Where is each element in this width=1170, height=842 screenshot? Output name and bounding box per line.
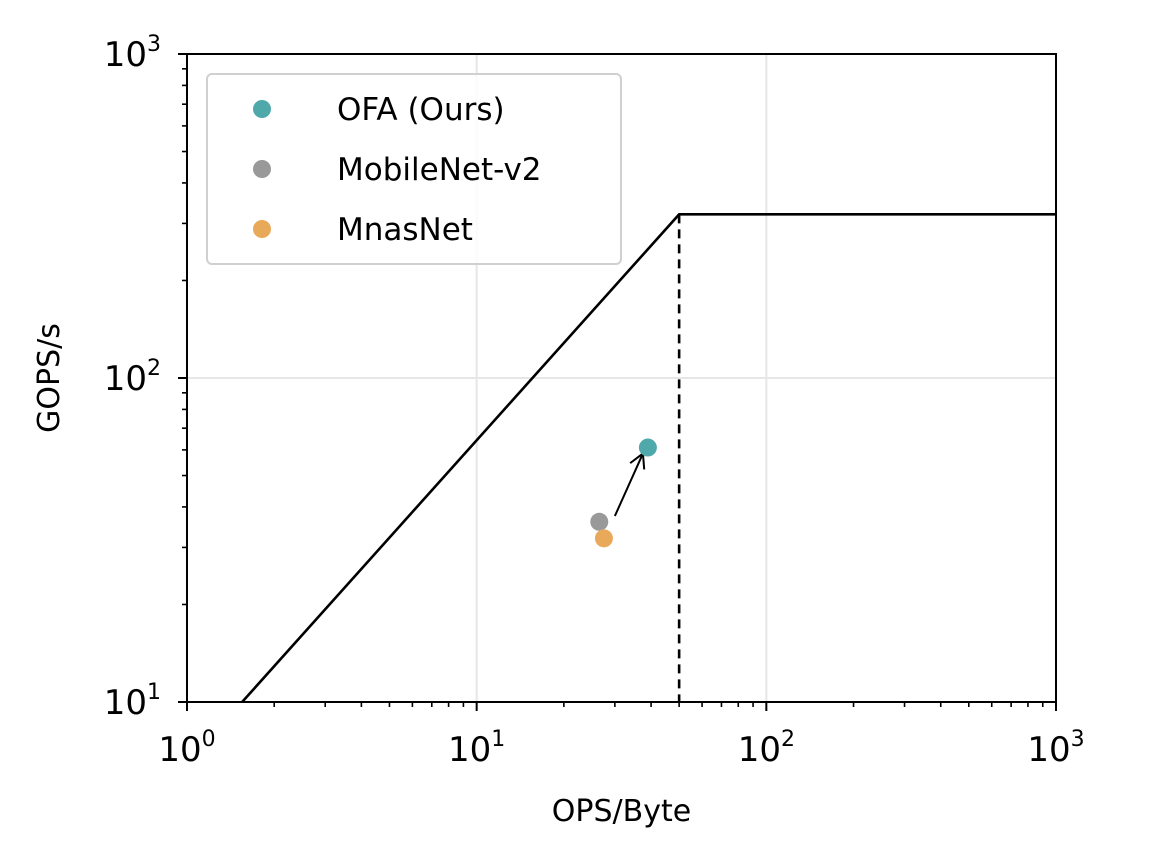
data-point xyxy=(590,512,609,531)
legend-box xyxy=(206,73,622,265)
y-tick-label: 103 xyxy=(104,32,161,75)
improvement-arrow xyxy=(613,453,644,517)
x-tick-label: 101 xyxy=(448,727,505,770)
y-axis-label: GOPS/s xyxy=(32,323,67,433)
y-tick-label: 101 xyxy=(104,680,161,723)
x-tick-label: 103 xyxy=(1027,727,1084,770)
legend-marker xyxy=(253,220,271,238)
legend-marker xyxy=(253,160,271,178)
data-point xyxy=(638,438,657,457)
axis-ticks xyxy=(178,53,1057,711)
y-tick-label: 102 xyxy=(104,356,161,399)
roofline xyxy=(241,213,1056,703)
x-tick-label: 100 xyxy=(158,727,215,770)
x-tick-label: 102 xyxy=(738,727,795,770)
x-axis-label: OPS/Byte xyxy=(552,794,691,829)
legend: OFA (Ours) MobileNet-v2 MnasNet xyxy=(206,73,622,265)
roofline-lines xyxy=(241,213,1056,703)
legend-marker xyxy=(253,100,271,118)
legend-label: OFA (Ours) xyxy=(337,92,505,128)
legend-label: MobileNet-v2 xyxy=(337,152,542,188)
legend-label: MnasNet xyxy=(337,212,473,248)
data-point xyxy=(594,529,613,548)
data-points xyxy=(590,438,657,548)
